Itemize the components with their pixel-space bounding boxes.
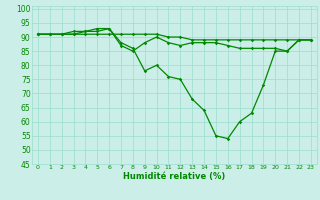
X-axis label: Humidité relative (%): Humidité relative (%): [123, 172, 226, 181]
